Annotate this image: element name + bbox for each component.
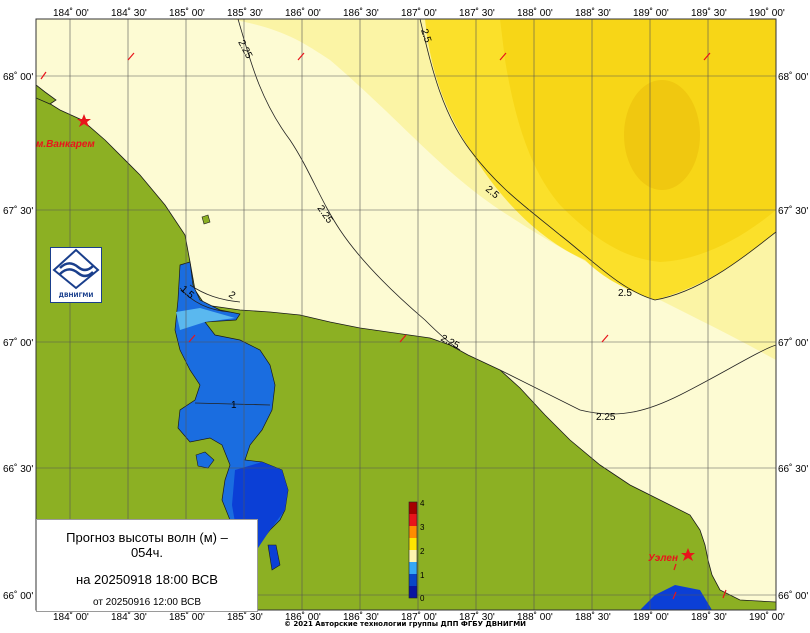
forecast-valid-time: на 20250918 18:00 ВСВ [76, 572, 218, 587]
dvnigmi-logo: ДВНИГМИ [50, 247, 102, 303]
lat-label: 66˚ 30' [778, 463, 808, 475]
colorbar-tick: 4 [420, 499, 425, 508]
lon-label: 187˚ 00' [401, 7, 437, 19]
lon-label: 189˚ 00' [633, 611, 669, 623]
land-cape [36, 84, 57, 105]
colorbar: 4 3 2 1 0 [408, 499, 425, 603]
colorbar-tick: 3 [420, 523, 425, 532]
vankarem-star-icon [77, 114, 91, 127]
colorbar-tick: 2 [420, 547, 425, 556]
place-vankarem: м.Ванкарем [36, 139, 95, 150]
contour-label: 1 [231, 400, 237, 411]
colorbar-step [409, 574, 417, 586]
colorbar-step [409, 586, 417, 598]
forecast-issued-time: от 20250916 12:00 ВСВ [92, 597, 201, 608]
wave-direction-arrows [40, 52, 727, 600]
lon-label: 185˚ 30' [227, 611, 263, 623]
logo-caption: ДВНИГМИ [58, 292, 94, 299]
contour-label: 2.25 [596, 412, 616, 423]
lon-label: 189˚ 30' [691, 7, 727, 19]
lon-label: 188˚ 00' [517, 611, 553, 623]
lat-label: 66˚ 00' [778, 590, 808, 602]
lon-label: 186˚ 00' [285, 7, 321, 19]
place-uelen: Уэлен [648, 553, 678, 564]
forecast-info-box: Прогноз высоты волн (м) – 054ч. на 20250… [36, 519, 258, 612]
lat-label: 67˚ 00' [778, 337, 808, 349]
contour-label: 2.5 [418, 28, 433, 45]
lon-label: 186˚ 00' [285, 611, 321, 623]
inlet-right [640, 585, 712, 610]
colorbar-tick: 0 [420, 594, 425, 603]
colorbar-tick: 1 [420, 571, 425, 580]
lon-label: 189˚ 00' [633, 7, 669, 19]
lon-label: 186˚ 30' [343, 611, 379, 623]
lat-label: 68˚ 00' [3, 71, 33, 83]
colorbar-step [409, 514, 417, 526]
lon-label: 186˚ 30' [343, 7, 379, 19]
lon-label: 188˚ 00' [517, 7, 553, 19]
sea-peak-core [624, 80, 700, 190]
land-chukotka [36, 94, 776, 610]
uelen-star-icon [681, 548, 695, 561]
contour-2 [189, 284, 241, 303]
lon-label: 190˚ 00' [749, 611, 785, 623]
copyright-footer: © 2021 Авторские технологии группы ДПП Ф… [283, 620, 527, 628]
lon-label: 187˚ 30' [459, 7, 495, 19]
lake-1 [195, 451, 215, 469]
lat-label: 67˚ 30' [3, 205, 33, 217]
colorbar-step [409, 502, 417, 514]
graticule [36, 19, 776, 610]
colorbar-step [409, 550, 417, 562]
contour-2-25-b [499, 344, 776, 415]
lon-label: 187˚ 30' [459, 611, 495, 623]
colorbar-step [409, 562, 417, 574]
forecast-title: Прогноз высоты волн (м) – 054ч. [66, 530, 228, 560]
colorbar-step [409, 526, 417, 538]
lon-label: 184˚ 00' [53, 611, 89, 623]
lon-label: 185˚ 30' [227, 7, 263, 19]
contour-label: 2 [226, 289, 237, 301]
map-frame [35, 18, 777, 611]
lon-label: 189˚ 30' [691, 611, 727, 623]
lon-label: 188˚ 30' [575, 7, 611, 19]
lon-label: 185˚ 00' [169, 7, 205, 19]
lagoon-shallow [176, 308, 235, 330]
lat-label: 67˚ 30' [778, 205, 808, 217]
lon-label: 187˚ 00' [401, 611, 437, 623]
contour-2-5 [419, 19, 776, 301]
wave-logo-icon [52, 248, 100, 290]
lat-labels-left: 68˚ 00' 67˚ 30' 67˚ 00' 66˚ 30' 66˚ 00' [3, 71, 33, 602]
lon-label: 185˚ 00' [169, 611, 205, 623]
lon-label: 190˚ 00' [749, 7, 785, 19]
contour-1 [194, 402, 271, 406]
lon-label: 184˚ 00' [53, 7, 89, 19]
lat-labels-right: 68˚ 00' 67˚ 30' 67˚ 00' 66˚ 30' 66˚ 00' [778, 71, 808, 602]
lat-label: 66˚ 00' [3, 590, 33, 602]
lat-label: 66˚ 30' [3, 463, 33, 475]
lat-label: 68˚ 00' [778, 71, 808, 83]
lon-label: 184˚ 30' [111, 611, 147, 623]
contour-2-25-a [237, 19, 461, 351]
island [201, 214, 211, 225]
contour-1-5 [179, 287, 231, 313]
lake-2 [267, 544, 281, 571]
colorbar-step [409, 538, 417, 550]
lon-label: 188˚ 30' [575, 611, 611, 623]
lon-labels-bottom: 184˚ 00' 184˚ 30' 185˚ 00' 185˚ 30' 186˚… [53, 611, 785, 623]
lon-labels-top: 184˚ 00' 184˚ 30' 185˚ 00' 185˚ 30' 186˚… [53, 7, 785, 19]
contour-label: 2.5 [618, 288, 632, 299]
lon-label: 184˚ 30' [111, 7, 147, 19]
lat-label: 67˚ 00' [3, 337, 33, 349]
